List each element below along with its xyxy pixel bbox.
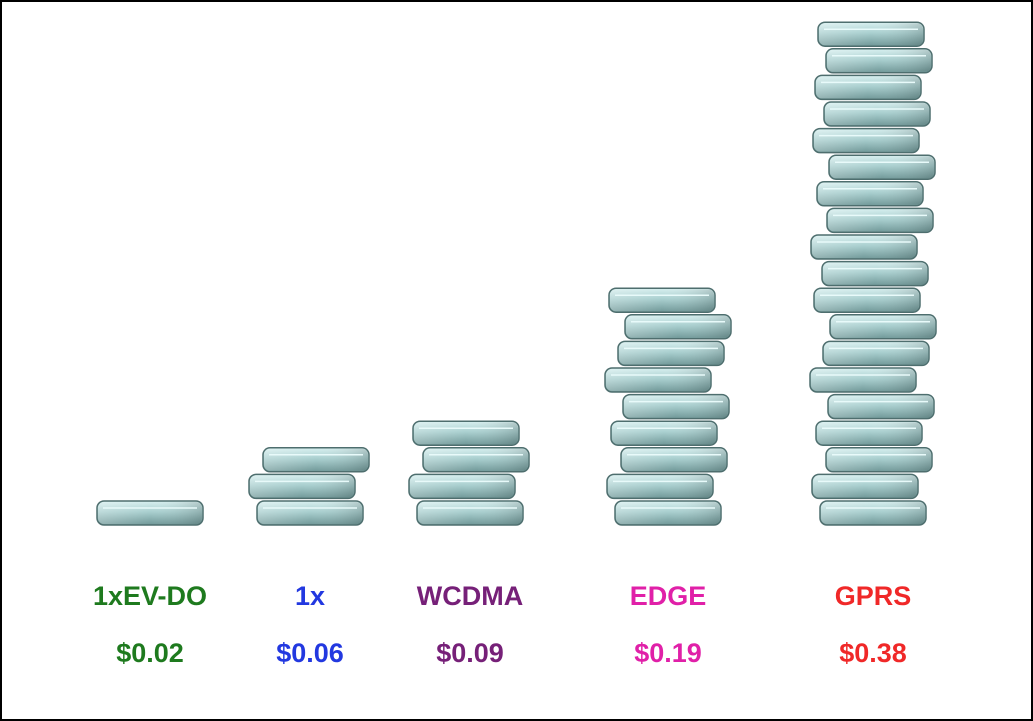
coin-shade bbox=[831, 316, 935, 338]
coin-shade bbox=[827, 449, 931, 471]
coin-shade bbox=[612, 422, 716, 444]
category-label: 1xEV-DO bbox=[93, 581, 207, 611]
coin-shade bbox=[424, 449, 528, 471]
coin-shade bbox=[817, 422, 921, 444]
coin-stack bbox=[249, 445, 369, 525]
value-label: $0.06 bbox=[276, 638, 344, 668]
category-label: GPRS bbox=[835, 581, 912, 611]
coin-shade bbox=[821, 502, 925, 524]
coin-shade bbox=[818, 183, 922, 205]
category-label: EDGE bbox=[630, 581, 707, 611]
coin-shade bbox=[414, 422, 518, 444]
coin-shade bbox=[250, 475, 354, 497]
coin-shade bbox=[823, 263, 927, 285]
coin-stack bbox=[97, 498, 203, 525]
coin-shade bbox=[608, 475, 712, 497]
coin-shade bbox=[610, 289, 714, 311]
chart: 1xEV-DO $0.02 1x $0.06 WCDMA $0.09 EDGE $0.19 GP… bbox=[0, 0, 1033, 721]
coin-shade bbox=[606, 369, 710, 391]
coin-stack bbox=[409, 405, 529, 525]
coin-stack bbox=[605, 272, 731, 525]
coin-shade bbox=[418, 502, 522, 524]
value-label: $0.02 bbox=[116, 638, 184, 668]
coin-shade bbox=[98, 502, 202, 524]
coin-shade bbox=[622, 449, 726, 471]
coin-shade bbox=[811, 369, 915, 391]
coin-shade bbox=[830, 156, 934, 178]
coin-shade bbox=[258, 502, 362, 524]
coin-stack bbox=[810, 20, 936, 525]
value-label: $0.38 bbox=[839, 638, 907, 668]
coin-shade bbox=[819, 23, 923, 45]
coin-shade bbox=[814, 130, 918, 152]
coin-shade bbox=[825, 103, 929, 125]
category-label: WCDMA bbox=[417, 581, 523, 611]
coin-shade bbox=[624, 396, 728, 418]
coin-shade bbox=[626, 316, 730, 338]
coin-shade bbox=[815, 289, 919, 311]
coin-shade bbox=[812, 236, 916, 258]
value-label: $0.19 bbox=[634, 638, 702, 668]
coin-shade bbox=[824, 342, 928, 364]
coin-shade bbox=[410, 475, 514, 497]
coin-shade bbox=[619, 342, 723, 364]
coin-shade bbox=[829, 396, 933, 418]
coin-shade bbox=[616, 502, 720, 524]
coin-shade bbox=[828, 209, 932, 231]
coin-shade bbox=[813, 475, 917, 497]
category-label: 1x bbox=[295, 581, 325, 611]
value-label: $0.09 bbox=[436, 638, 504, 668]
coin-shade bbox=[827, 50, 931, 72]
coin-shade bbox=[816, 76, 920, 98]
coin-shade bbox=[264, 449, 368, 471]
